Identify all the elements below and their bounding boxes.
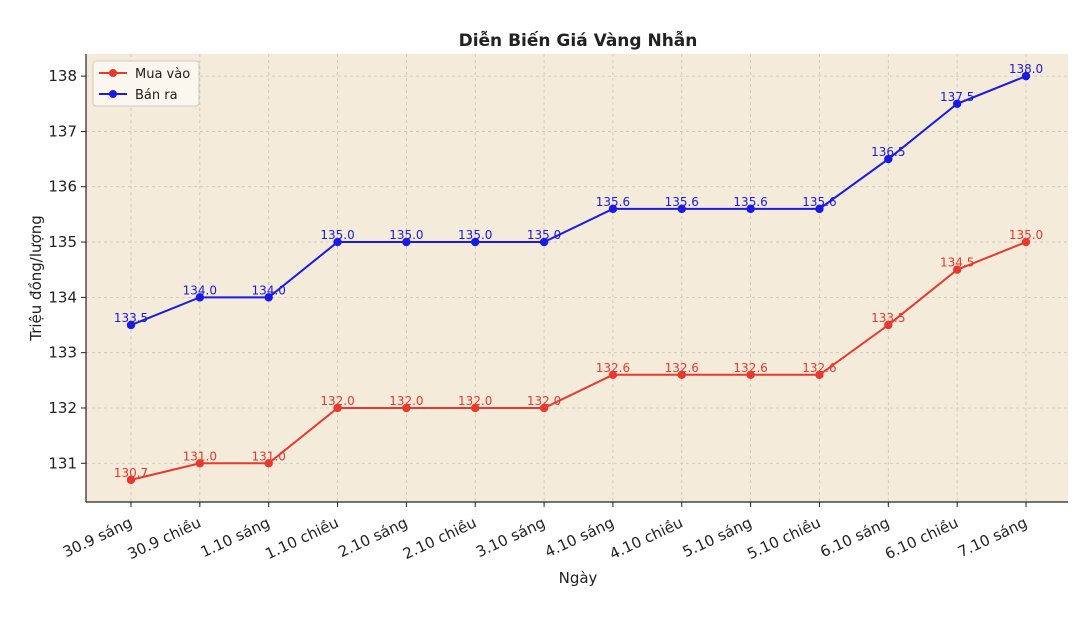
y-tick-label: 138 <box>48 67 77 85</box>
x-tick-label: 2.10 chiều <box>400 513 479 563</box>
data-point <box>746 370 755 379</box>
data-point <box>333 403 342 413</box>
data-label: 132.6 <box>596 361 630 375</box>
data-label: 133.5 <box>114 311 148 325</box>
x-tick-label: 4.10 chiều <box>607 513 686 563</box>
data-point <box>333 237 342 247</box>
data-point <box>195 293 205 302</box>
data-label: 131.0 <box>183 449 217 463</box>
data-label: 130.7 <box>114 466 148 480</box>
data-label: 131.0 <box>252 449 286 463</box>
x-tick-label: 1.10 sáng <box>198 513 273 561</box>
data-point <box>677 204 686 214</box>
x-tick-label: 7.10 sáng <box>955 513 1030 561</box>
series-line <box>130 241 1027 481</box>
series-line <box>130 75 1027 326</box>
data-point <box>952 265 962 274</box>
data-point <box>264 293 273 302</box>
data-label: 132.0 <box>458 394 492 408</box>
data-label: 132.6 <box>665 361 699 375</box>
data-label: 135.0 <box>320 228 354 242</box>
x-tick-label: 30.9 chiều <box>125 513 204 563</box>
data-label: 138.0 <box>1009 62 1043 76</box>
y-tick-label: 137 <box>48 122 77 140</box>
chart-title: Diễn Biến Giá Vàng Nhẫn <box>459 29 698 51</box>
data-point <box>195 459 205 468</box>
data-point <box>126 475 136 485</box>
data-label: 134.0 <box>252 283 286 297</box>
data-point <box>402 237 411 247</box>
data-point <box>1021 237 1031 247</box>
data-point <box>746 204 755 214</box>
data-label: 137.5 <box>940 90 974 104</box>
data-point <box>677 370 686 379</box>
legend-marker <box>109 69 117 77</box>
data-point <box>815 204 824 214</box>
series-2: 133.5 134.0 134.0 135.0 135.0 135.0 135.0 135.6… <box>114 62 1043 330</box>
x-tick-label: 5.10 chiều <box>744 513 823 563</box>
data-point <box>815 370 824 379</box>
data-label: 135.0 <box>458 228 492 242</box>
data-label: 135.6 <box>733 195 767 209</box>
data-point <box>884 320 893 330</box>
data-point <box>539 403 549 413</box>
data-label: 135.6 <box>802 195 836 209</box>
data-point <box>126 320 136 330</box>
data-label: 132.0 <box>389 394 423 408</box>
data-point <box>471 403 480 413</box>
legend-marker <box>109 90 117 98</box>
data-point <box>539 237 549 247</box>
x-tick-label: 6.10 sáng <box>817 513 892 561</box>
data-point <box>884 154 893 164</box>
y-tick-label: 134 <box>48 288 77 306</box>
legend-label: Mua vào <box>135 67 190 82</box>
data-point <box>608 370 618 379</box>
x-tick-label: 5.10 sáng <box>680 513 755 561</box>
y-axis-title: Triệu đồng/lượng <box>27 215 45 341</box>
data-point <box>471 237 480 247</box>
x-tick-label: 3.10 sáng <box>473 513 548 561</box>
y-tick-label: 136 <box>48 178 77 196</box>
x-tick-label: 30.9 sáng <box>60 513 135 561</box>
legend: Mua vào Bán ra <box>92 60 200 107</box>
data-label: 135.0 <box>1009 228 1043 242</box>
x-tick-label: 6.10 chiều <box>882 513 961 563</box>
data-label: 135.0 <box>527 228 561 242</box>
data-label: 132.0 <box>320 394 354 408</box>
data-label: 132.6 <box>733 361 767 375</box>
data-label: 135.6 <box>596 195 630 209</box>
y-tick-label: 135 <box>48 233 77 251</box>
y-tick-label: 131 <box>48 454 77 472</box>
data-label: 132.6 <box>802 361 836 375</box>
data-point <box>402 403 411 413</box>
data-label: 136.5 <box>871 145 905 159</box>
data-label: 132.0 <box>527 394 561 408</box>
x-tick-label: 2.10 sáng <box>335 513 410 561</box>
data-label: 135.0 <box>389 228 423 242</box>
data-label: 134.5 <box>940 256 974 270</box>
y-tick-label: 133 <box>48 344 77 362</box>
data-label: 134.0 <box>183 283 217 297</box>
x-tick-label: 1.10 chiều <box>262 513 341 563</box>
series-1: 130.7 131.0 131.0 132.0 132.0 132.0 132.0 132.6… <box>114 228 1043 485</box>
x-tick-label: 4.10 sáng <box>542 513 617 561</box>
x-axis-title: Ngày <box>559 569 598 587</box>
legend-label: Bán ra <box>135 88 178 103</box>
data-point <box>608 204 618 214</box>
data-point <box>952 99 962 108</box>
data-label: 133.5 <box>871 311 905 325</box>
data-label: 135.6 <box>665 195 699 209</box>
plot-area <box>86 54 1068 502</box>
y-tick-label: 132 <box>48 399 77 417</box>
data-point <box>1021 71 1031 81</box>
data-point <box>264 459 273 468</box>
